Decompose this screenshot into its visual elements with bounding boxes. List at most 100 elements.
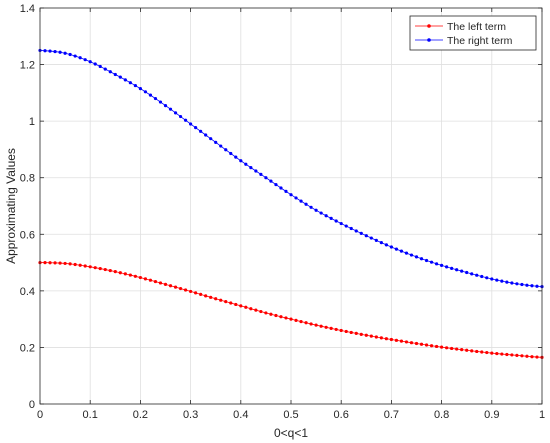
legend-marker [427, 38, 431, 42]
data-point [244, 305, 248, 309]
data-point [344, 329, 348, 334]
data-point [63, 261, 67, 266]
data-point [163, 282, 168, 286]
data-point [209, 137, 213, 141]
data-point [113, 72, 117, 77]
x-tick-label: 0.5 [283, 409, 298, 421]
data-point [88, 265, 92, 269]
data-point [78, 56, 82, 60]
data-point [244, 162, 248, 166]
data-point [148, 93, 153, 97]
data-point [515, 282, 519, 286]
data-point [520, 282, 524, 287]
data-point [88, 60, 92, 64]
data-point [429, 260, 434, 264]
data-point [359, 332, 363, 336]
data-point [374, 335, 378, 339]
data-point [500, 279, 504, 283]
data-point [183, 288, 188, 292]
legend-marker [427, 24, 431, 28]
data-point [249, 166, 253, 170]
data-point [264, 311, 268, 315]
data-point [299, 319, 303, 324]
x-axis-label: 0<q<1 [274, 426, 308, 440]
data-point [394, 338, 399, 342]
x-tick-label: 0.2 [133, 409, 148, 421]
data-point [404, 340, 409, 344]
data-point [424, 258, 429, 263]
data-point [495, 351, 499, 356]
data-point [284, 316, 288, 320]
data-point [349, 330, 353, 335]
series-2 [38, 48, 544, 289]
legend-box [409, 15, 537, 51]
data-point [334, 327, 338, 332]
data-point [93, 266, 97, 270]
data-point [194, 291, 198, 295]
data-point [334, 219, 338, 223]
data-point [43, 49, 47, 53]
data-point [329, 326, 333, 330]
data-point [189, 122, 193, 126]
data-point [324, 325, 328, 329]
data-point [128, 81, 132, 85]
data-point [495, 278, 499, 282]
data-point [319, 324, 323, 328]
data-point [374, 238, 378, 242]
data-point [379, 336, 383, 340]
data-point [103, 267, 107, 272]
y-tick-label: 0.6 [20, 229, 35, 241]
data-point [214, 297, 218, 301]
data-point [525, 354, 529, 358]
data-point [229, 151, 233, 156]
data-point [500, 352, 504, 356]
data-point [224, 300, 228, 304]
data-point [329, 216, 333, 221]
data-point [434, 344, 439, 349]
data-point [249, 307, 253, 311]
data-point [234, 302, 238, 307]
data-point [389, 337, 393, 342]
data-point [189, 289, 193, 294]
data-point [465, 270, 469, 275]
data-point [490, 277, 494, 281]
data-point [364, 333, 368, 337]
data-point [214, 140, 218, 144]
data-point [409, 253, 414, 257]
data-point [304, 202, 308, 206]
data-point [485, 350, 489, 355]
data-point [440, 345, 444, 349]
data-point [369, 236, 373, 240]
data-point [304, 321, 308, 325]
data-point [133, 83, 137, 88]
data-point [53, 49, 57, 54]
data-point [344, 224, 348, 228]
data-point [404, 251, 409, 255]
data-point [379, 241, 383, 245]
data-point [148, 278, 153, 282]
data-point [389, 245, 393, 249]
axis-ticks: 0 0.1 0.2 0.3 0.4 0.5 0.6 0.7 0.8 0.9 1 0 0.2 0.4 0.6 0… [20, 3, 545, 421]
data-point [123, 272, 127, 276]
data-point [384, 243, 388, 247]
data-point [414, 255, 419, 259]
data-point [465, 348, 469, 352]
x-tick-label: 0.7 [384, 409, 399, 421]
data-point [319, 211, 323, 215]
data-point [43, 261, 47, 265]
data-point [58, 261, 62, 265]
y-tick-label: 1.2 [20, 60, 35, 72]
data-point [53, 261, 57, 265]
data-point [510, 353, 514, 357]
data-point [419, 257, 424, 261]
data-point [168, 107, 173, 111]
data-point [103, 67, 107, 71]
data-point [505, 280, 509, 284]
data-point [294, 318, 298, 322]
data-point [133, 274, 137, 278]
data-point [530, 284, 534, 288]
legend: The left term The right term [409, 15, 537, 51]
data-point [359, 231, 363, 235]
data-point [460, 269, 464, 273]
y-tick-label: 1.4 [20, 3, 35, 15]
